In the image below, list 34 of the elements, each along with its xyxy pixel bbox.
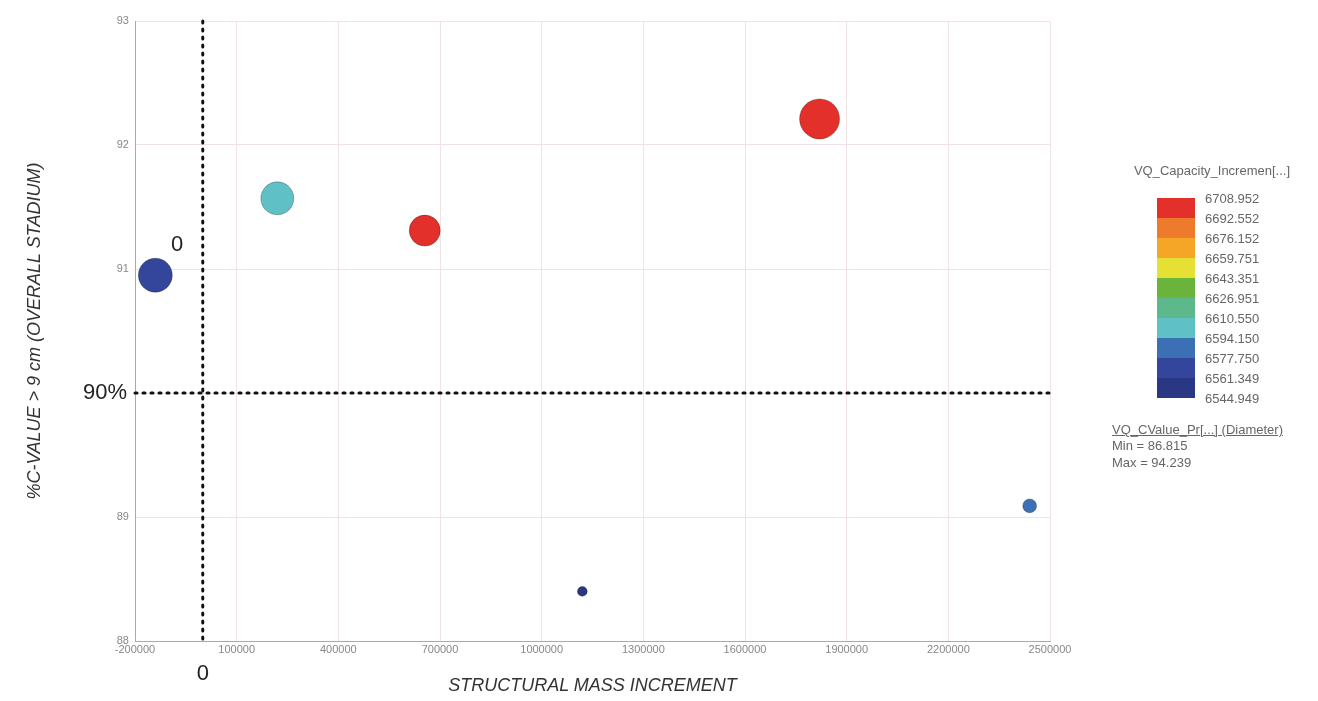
y-tick-label: 91 — [116, 262, 129, 275]
color-bar-label: 6544.949 — [1205, 390, 1260, 406]
x-tick-label: 700000 — [421, 642, 459, 655]
color-bar-label: 6561.349 — [1205, 370, 1260, 386]
color-bar-label: 6626.951 — [1205, 290, 1260, 306]
x-tick-label: 2200000 — [926, 642, 970, 655]
annotation: 0 — [170, 231, 184, 257]
color-bar-label: 6692.552 — [1205, 210, 1260, 226]
y-tick-label: 92 — [116, 138, 129, 151]
x-axis-title: STRUCTURAL MASS INCREMENT — [448, 675, 739, 696]
y-tick-label: 93 — [116, 14, 129, 27]
color-bar-label: 6676.152 — [1205, 230, 1260, 246]
color-bar-title: VQ_Capacity_Incremen[...] — [1132, 163, 1292, 178]
x-tick-label: 2500000 — [1028, 642, 1072, 655]
text: Min = 86.815 — [1112, 437, 1189, 454]
ref-line-label: 90% — [82, 379, 127, 405]
color-bar-label: 6708.952 — [1205, 190, 1260, 206]
color-bar-label: 6577.750 — [1205, 350, 1260, 366]
color-bar-label: 6610.550 — [1205, 310, 1260, 326]
x-tick-label: 1000000 — [520, 642, 564, 655]
color-bar-label: 6659.751 — [1205, 250, 1260, 266]
x-tick-label: 100000 — [218, 642, 256, 655]
x-tick-label: 400000 — [319, 642, 357, 655]
text: Max = 94.239 — [1112, 454, 1193, 471]
ref-line-label: 0 — [196, 660, 209, 686]
y-axis-title: %C-VALUE > 9 cm (OVERALL STADIUM) — [23, 162, 44, 500]
x-tick-label: 1600000 — [723, 642, 767, 655]
color-bar-label: 6643.351 — [1205, 270, 1260, 286]
x-tick-label: 1300000 — [621, 642, 665, 655]
y-tick-label: 89 — [116, 510, 129, 523]
legend-title: VQ_CValue_Pr[...] (Diameter) — [1112, 422, 1284, 437]
color-bar-label: 6594.150 — [1205, 330, 1260, 346]
x-tick-label: 1900000 — [825, 642, 869, 655]
y-tick-label: 88 — [116, 634, 129, 647]
